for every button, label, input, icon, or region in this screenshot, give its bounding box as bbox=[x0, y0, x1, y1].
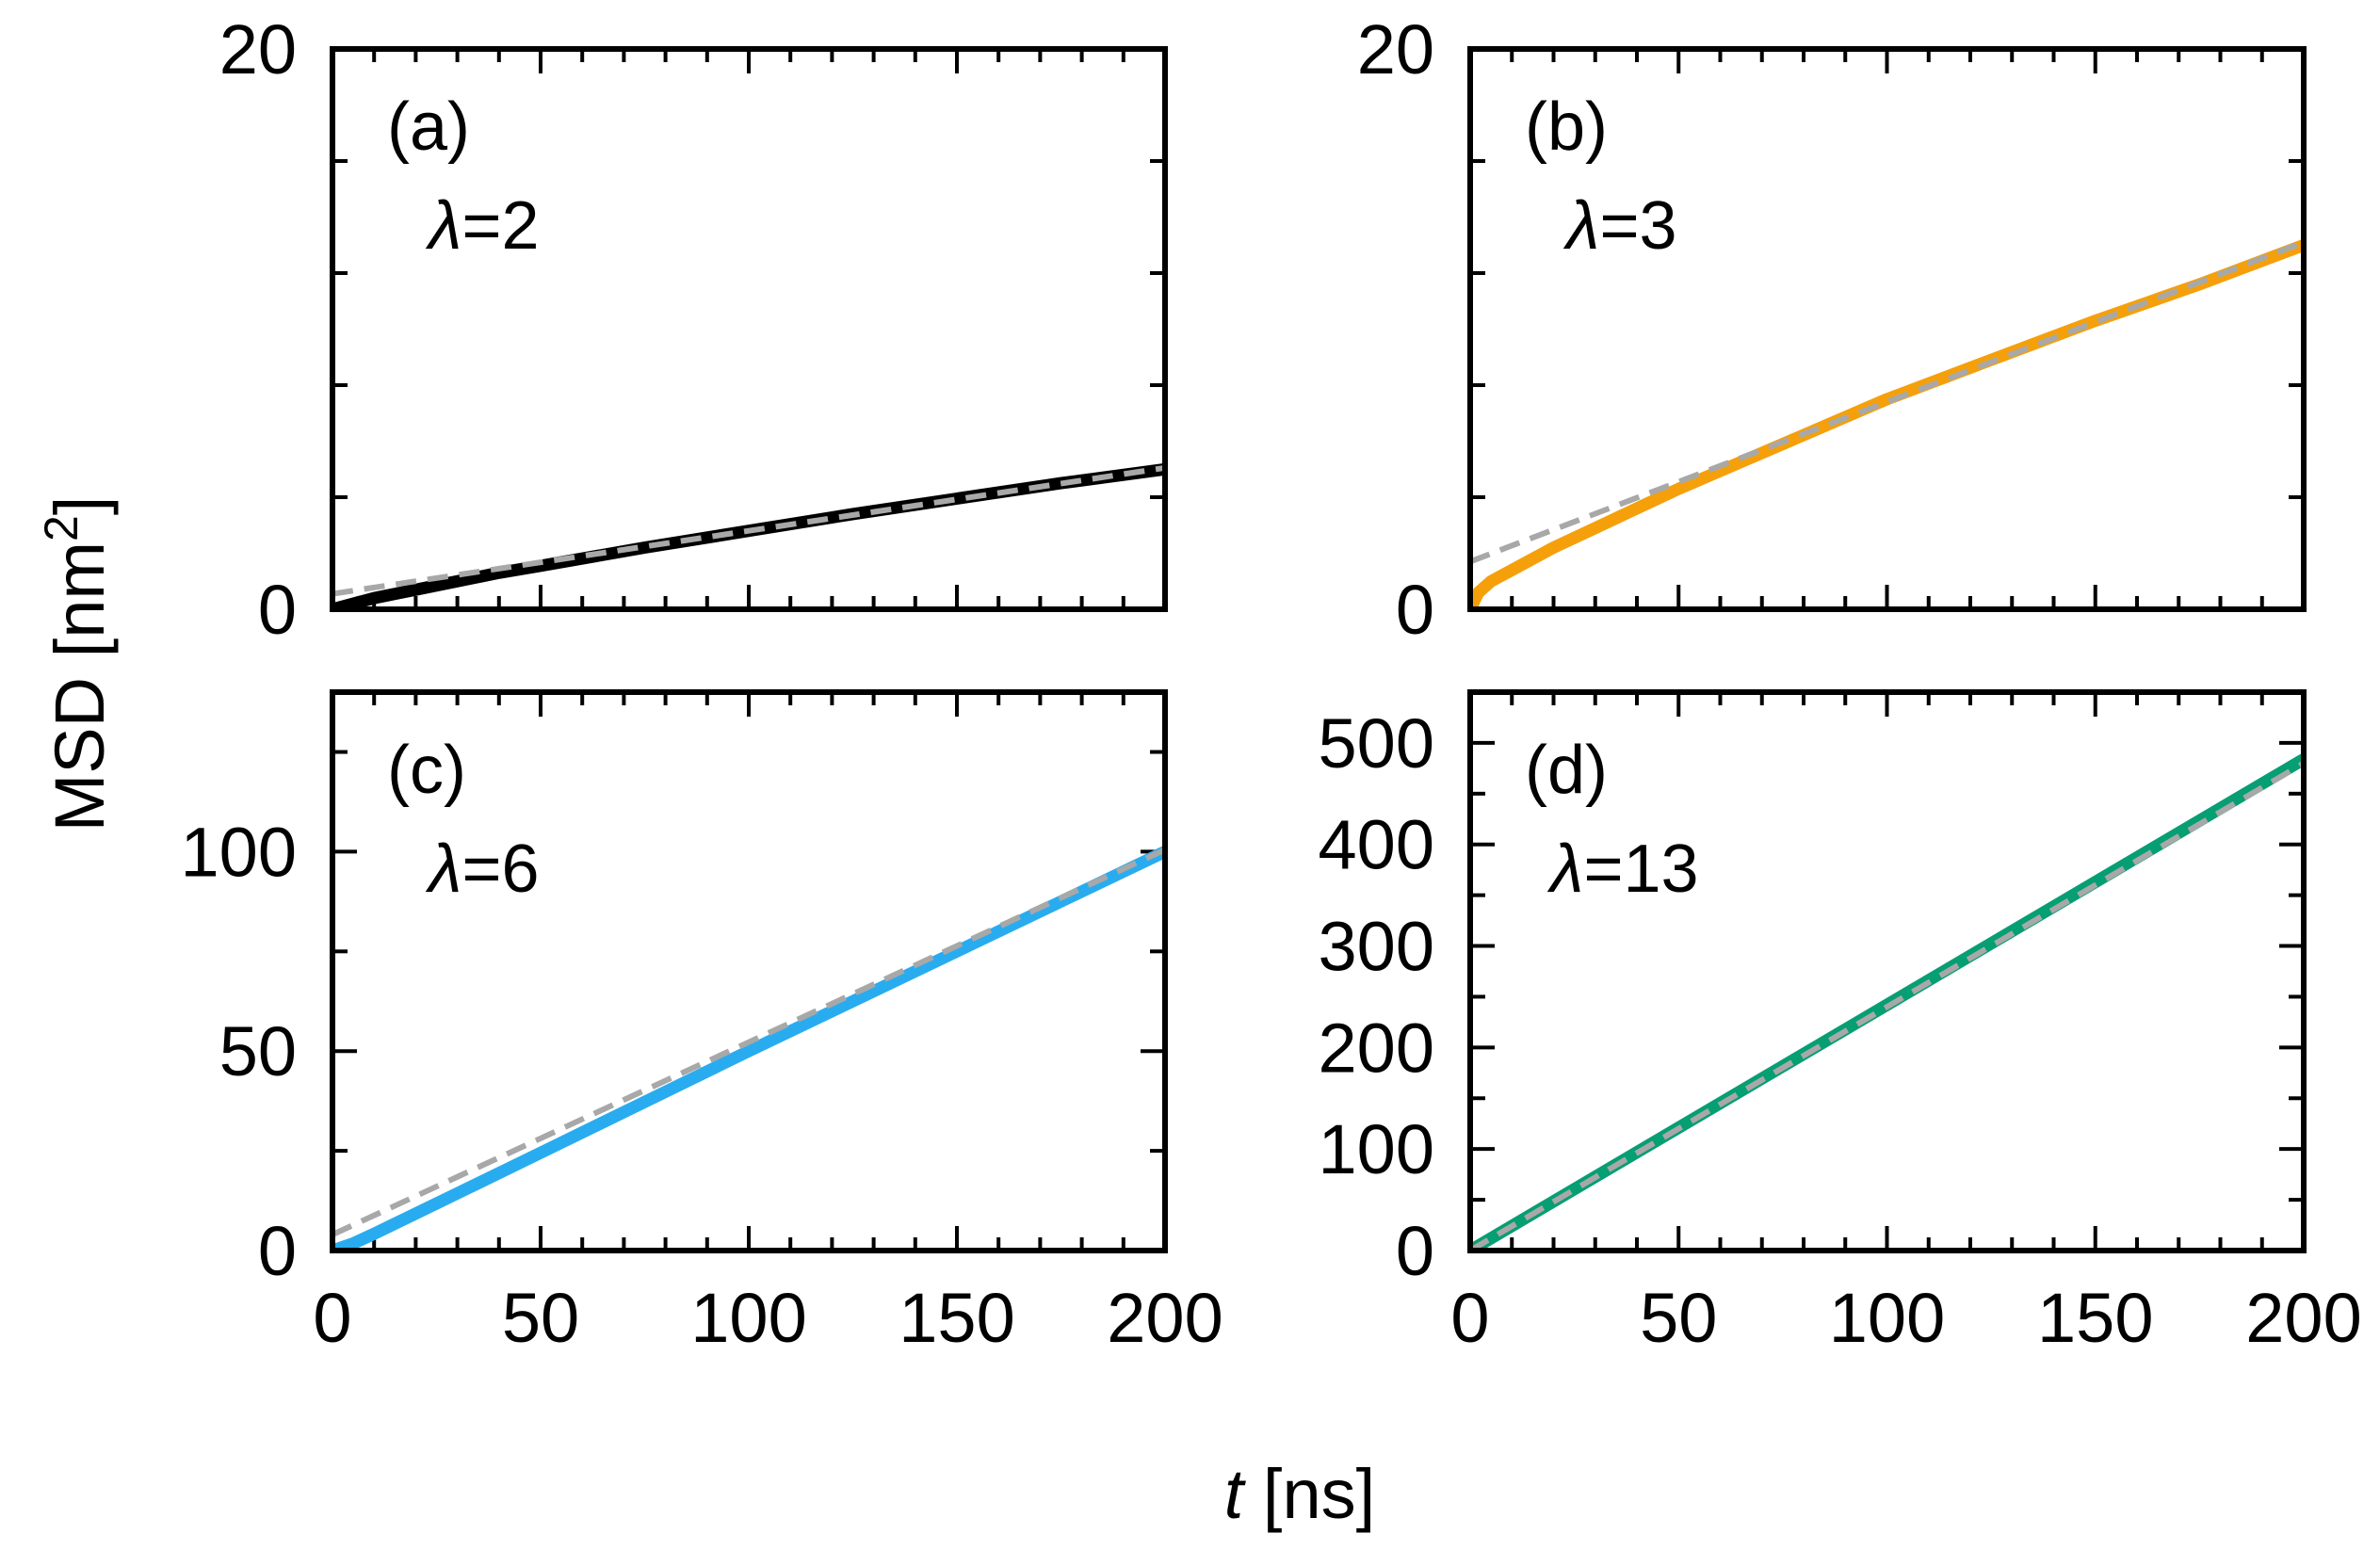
panel-b: 0 20 (b) λ=3 bbox=[1357, 10, 2307, 649]
panel-b-frame bbox=[1467, 46, 2307, 612]
panel-b-lambda-label: λ=3 bbox=[1562, 188, 1677, 264]
panel-c-frame bbox=[330, 689, 1168, 1253]
panel-d-y-tick-label-400: 400 bbox=[1319, 806, 1434, 884]
panel-b-y-tick-label-0: 0 bbox=[1396, 571, 1434, 649]
panel-d-series-fit-line bbox=[1470, 760, 2304, 1251]
panel-d-y-tick-label-200: 200 bbox=[1319, 1009, 1434, 1087]
panel-a-lambda-value: =2 bbox=[461, 188, 539, 264]
panel-a-lambda-label: λ=2 bbox=[425, 188, 540, 264]
panel-d-x-tick-label-0: 0 bbox=[1450, 1279, 1489, 1357]
panel-d-y-tick-label-0: 0 bbox=[1396, 1212, 1434, 1290]
panel-a-label: (a) bbox=[387, 89, 470, 165]
panel-b-lambda-symbol: λ bbox=[1562, 188, 1599, 264]
panel-d-x-tick-label-200: 200 bbox=[2245, 1279, 2361, 1357]
panel-c-series-msd-line bbox=[332, 846, 1165, 1251]
panel-c-y-tick-label-50: 50 bbox=[219, 1012, 297, 1090]
panel-c-lambda-symbol: λ bbox=[425, 832, 461, 907]
panel-b-series-msd-line bbox=[1470, 239, 2304, 609]
panel-d-y-tick-label-100: 100 bbox=[1319, 1110, 1434, 1188]
panel-c-x-tick-label-150: 150 bbox=[899, 1279, 1014, 1357]
panel-d-x-tick-label-100: 100 bbox=[1829, 1279, 1945, 1357]
panel-d-x-tick-label-50: 50 bbox=[1640, 1279, 1717, 1357]
panel-a-series-group bbox=[332, 462, 1165, 609]
panel-a-series-msd-line bbox=[332, 462, 1165, 609]
panel-d-lambda-symbol: λ bbox=[1546, 832, 1583, 907]
panel-b-label: (b) bbox=[1525, 89, 1608, 165]
x-axis-title-variable: t bbox=[1224, 1455, 1247, 1533]
panel-c-series-group bbox=[332, 846, 1165, 1251]
panel-a-frame bbox=[330, 46, 1168, 612]
panel-a-y-tick-label-0: 0 bbox=[258, 571, 297, 649]
panel-c-lambda-label: λ=6 bbox=[425, 832, 540, 907]
panel-a-lambda-symbol: λ bbox=[425, 188, 461, 264]
y-axis-title: MSD [nm2] bbox=[35, 496, 119, 832]
panel-d-y-tick-label-500: 500 bbox=[1319, 704, 1434, 783]
panel-b-series-group bbox=[1470, 239, 2304, 609]
panel-c-y-tick-label-0: 0 bbox=[258, 1212, 297, 1290]
panel-c-y-tick-label-100: 100 bbox=[181, 813, 297, 891]
panel-d-y-tick-label-300: 300 bbox=[1319, 908, 1434, 986]
panel-d-series-group bbox=[1470, 753, 2304, 1251]
panel-c-lambda-value: =6 bbox=[461, 832, 539, 907]
panel-c-series-fit-line bbox=[332, 847, 1165, 1237]
panel-c-x-tick-label-50: 50 bbox=[502, 1279, 579, 1357]
panel-d-label: (d) bbox=[1525, 733, 1608, 808]
panel-b-series-fit-line bbox=[1470, 239, 2304, 565]
panel-b-lambda-value: =3 bbox=[1599, 188, 1676, 264]
panel-c-label: (c) bbox=[387, 733, 466, 808]
panel-c-x-tick-label-200: 200 bbox=[1107, 1279, 1222, 1357]
panel-d-lambda-value: =13 bbox=[1583, 832, 1698, 907]
panel-d-x-tick-label-150: 150 bbox=[2037, 1279, 2153, 1357]
y-axis-title-superscript: 2 bbox=[35, 515, 88, 541]
x-axis-title: t [ns] bbox=[1224, 1455, 1375, 1533]
panel-d: 0 100 200 300 400 500 0 50 100 150 200 (d) λ=13 bbox=[1319, 689, 2362, 1357]
panel-a-series-fit-line bbox=[332, 464, 1165, 597]
panel-d-lambda-label: λ=13 bbox=[1546, 832, 1699, 907]
panel-c-x-tick-label-100: 100 bbox=[690, 1279, 806, 1357]
panel-a-y-tick-label-20: 20 bbox=[219, 10, 297, 89]
panel-d-frame bbox=[1467, 689, 2307, 1253]
panel-b-y-tick-label-20: 20 bbox=[1357, 10, 1434, 89]
panel-c: 0 50 100 0 50 100 150 200 (c) λ=6 bbox=[181, 689, 1223, 1357]
panel-c-x-tick-label-0: 0 bbox=[313, 1279, 351, 1357]
panel-a: 0 20 (a) λ=2 bbox=[219, 10, 1168, 649]
